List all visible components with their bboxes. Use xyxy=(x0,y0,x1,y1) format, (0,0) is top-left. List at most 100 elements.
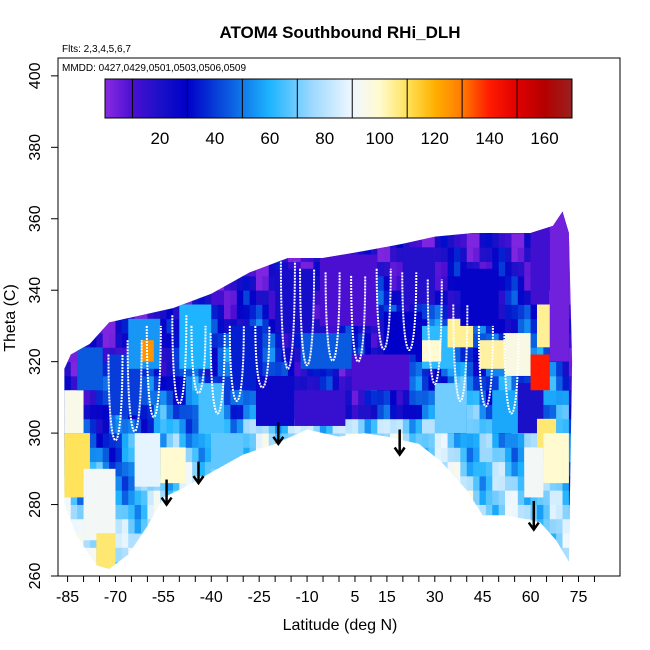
heat-cell xyxy=(549,533,557,548)
heat-cell xyxy=(441,275,448,291)
heat-cell xyxy=(568,461,573,477)
heat-cell xyxy=(262,561,270,569)
heat-cell xyxy=(556,361,563,377)
heat-cell xyxy=(351,447,359,463)
heat-cell xyxy=(236,390,244,405)
heat-cell xyxy=(434,304,442,320)
heat-cell xyxy=(166,504,174,520)
heat-cell xyxy=(307,490,314,505)
heat-cell xyxy=(562,475,570,491)
heat-cell xyxy=(121,475,129,491)
heat-cell xyxy=(434,561,442,569)
heat-cell xyxy=(204,561,212,569)
heat-cell xyxy=(313,290,321,305)
heat-cell xyxy=(192,390,199,405)
heat-cell xyxy=(153,561,161,569)
heat-cell xyxy=(287,475,295,491)
x-tick-label: 45 xyxy=(474,589,492,606)
heat-cell xyxy=(89,390,97,405)
heat-cell xyxy=(115,547,123,563)
heat-cell xyxy=(485,211,493,220)
heat-cell xyxy=(249,533,257,548)
heat-cell xyxy=(262,447,270,463)
heat-cell xyxy=(345,561,353,569)
heat-cell xyxy=(453,433,461,448)
heat-cell xyxy=(185,275,193,291)
heat-cell xyxy=(166,211,174,220)
heat-cell xyxy=(268,275,276,291)
heat-cell xyxy=(517,447,525,463)
heat-cell xyxy=(377,218,385,234)
heat-cell xyxy=(262,490,270,505)
heat-cell xyxy=(115,211,123,220)
heat-cell xyxy=(83,318,91,334)
heat-cell xyxy=(300,433,308,448)
heat-cell xyxy=(141,275,148,291)
heat-cell xyxy=(70,490,78,505)
heat-cell xyxy=(402,504,410,520)
heat-cell xyxy=(294,475,302,491)
heat-cell xyxy=(160,504,167,520)
heat-cell xyxy=(262,218,270,234)
heat-cell xyxy=(224,375,231,391)
heat-cell xyxy=(422,390,429,405)
heat-cell xyxy=(370,447,378,463)
heat-cell xyxy=(543,390,551,405)
heat-cell xyxy=(479,461,487,477)
heat-cell xyxy=(568,561,573,569)
heat-cell xyxy=(128,261,136,277)
heat-cell xyxy=(243,304,250,320)
heat-cell xyxy=(115,490,123,505)
heat-cell xyxy=(351,518,359,534)
heat-cell xyxy=(473,404,480,420)
heat-cell xyxy=(83,390,91,405)
heat-cell xyxy=(517,533,525,548)
heat-cell xyxy=(453,518,461,534)
heat-cell xyxy=(160,275,167,291)
heat-cell xyxy=(211,518,219,534)
heat-cell xyxy=(473,475,480,491)
heat-cell xyxy=(568,390,573,405)
heat-cell xyxy=(198,447,206,463)
heat-cell xyxy=(447,561,455,569)
heat-cell xyxy=(370,333,378,348)
heat-cell xyxy=(441,490,448,505)
heat-cell xyxy=(307,211,314,220)
heat-cell xyxy=(428,233,436,248)
heat-cell xyxy=(434,447,442,463)
heat-cell xyxy=(473,218,480,234)
heat-cell xyxy=(383,211,391,220)
heat-cell xyxy=(255,533,263,548)
heat-cell xyxy=(255,418,263,434)
heat-cell xyxy=(147,211,155,220)
heat-cell xyxy=(473,211,480,220)
heat-cell xyxy=(281,211,289,220)
heat-cell xyxy=(511,504,519,520)
heat-cell xyxy=(517,304,525,320)
heat-cell xyxy=(141,211,148,220)
heat-cell xyxy=(383,490,391,505)
colorbar-tick-label: 60 xyxy=(260,129,279,148)
flight-profile xyxy=(299,268,316,366)
heat-cell xyxy=(530,547,538,563)
heat-cell xyxy=(262,318,270,334)
heat-cell xyxy=(415,461,423,477)
heat-cell xyxy=(422,361,429,377)
heat-cell xyxy=(166,547,174,563)
heat-cell xyxy=(153,490,161,505)
heat-cell xyxy=(460,361,468,377)
heat-cell xyxy=(109,247,116,263)
heat-cell xyxy=(121,290,129,305)
heat-cell xyxy=(453,211,461,220)
heat-cell xyxy=(249,418,257,434)
heat-cell xyxy=(505,218,512,234)
heat-cell xyxy=(281,247,289,263)
heat-cell xyxy=(217,533,225,548)
heat-cell xyxy=(77,318,84,334)
heat-cell xyxy=(255,247,263,263)
heat-cell xyxy=(281,475,289,491)
heat-cell xyxy=(211,490,219,505)
heat-cell xyxy=(345,318,353,334)
heat-cell xyxy=(70,318,78,334)
